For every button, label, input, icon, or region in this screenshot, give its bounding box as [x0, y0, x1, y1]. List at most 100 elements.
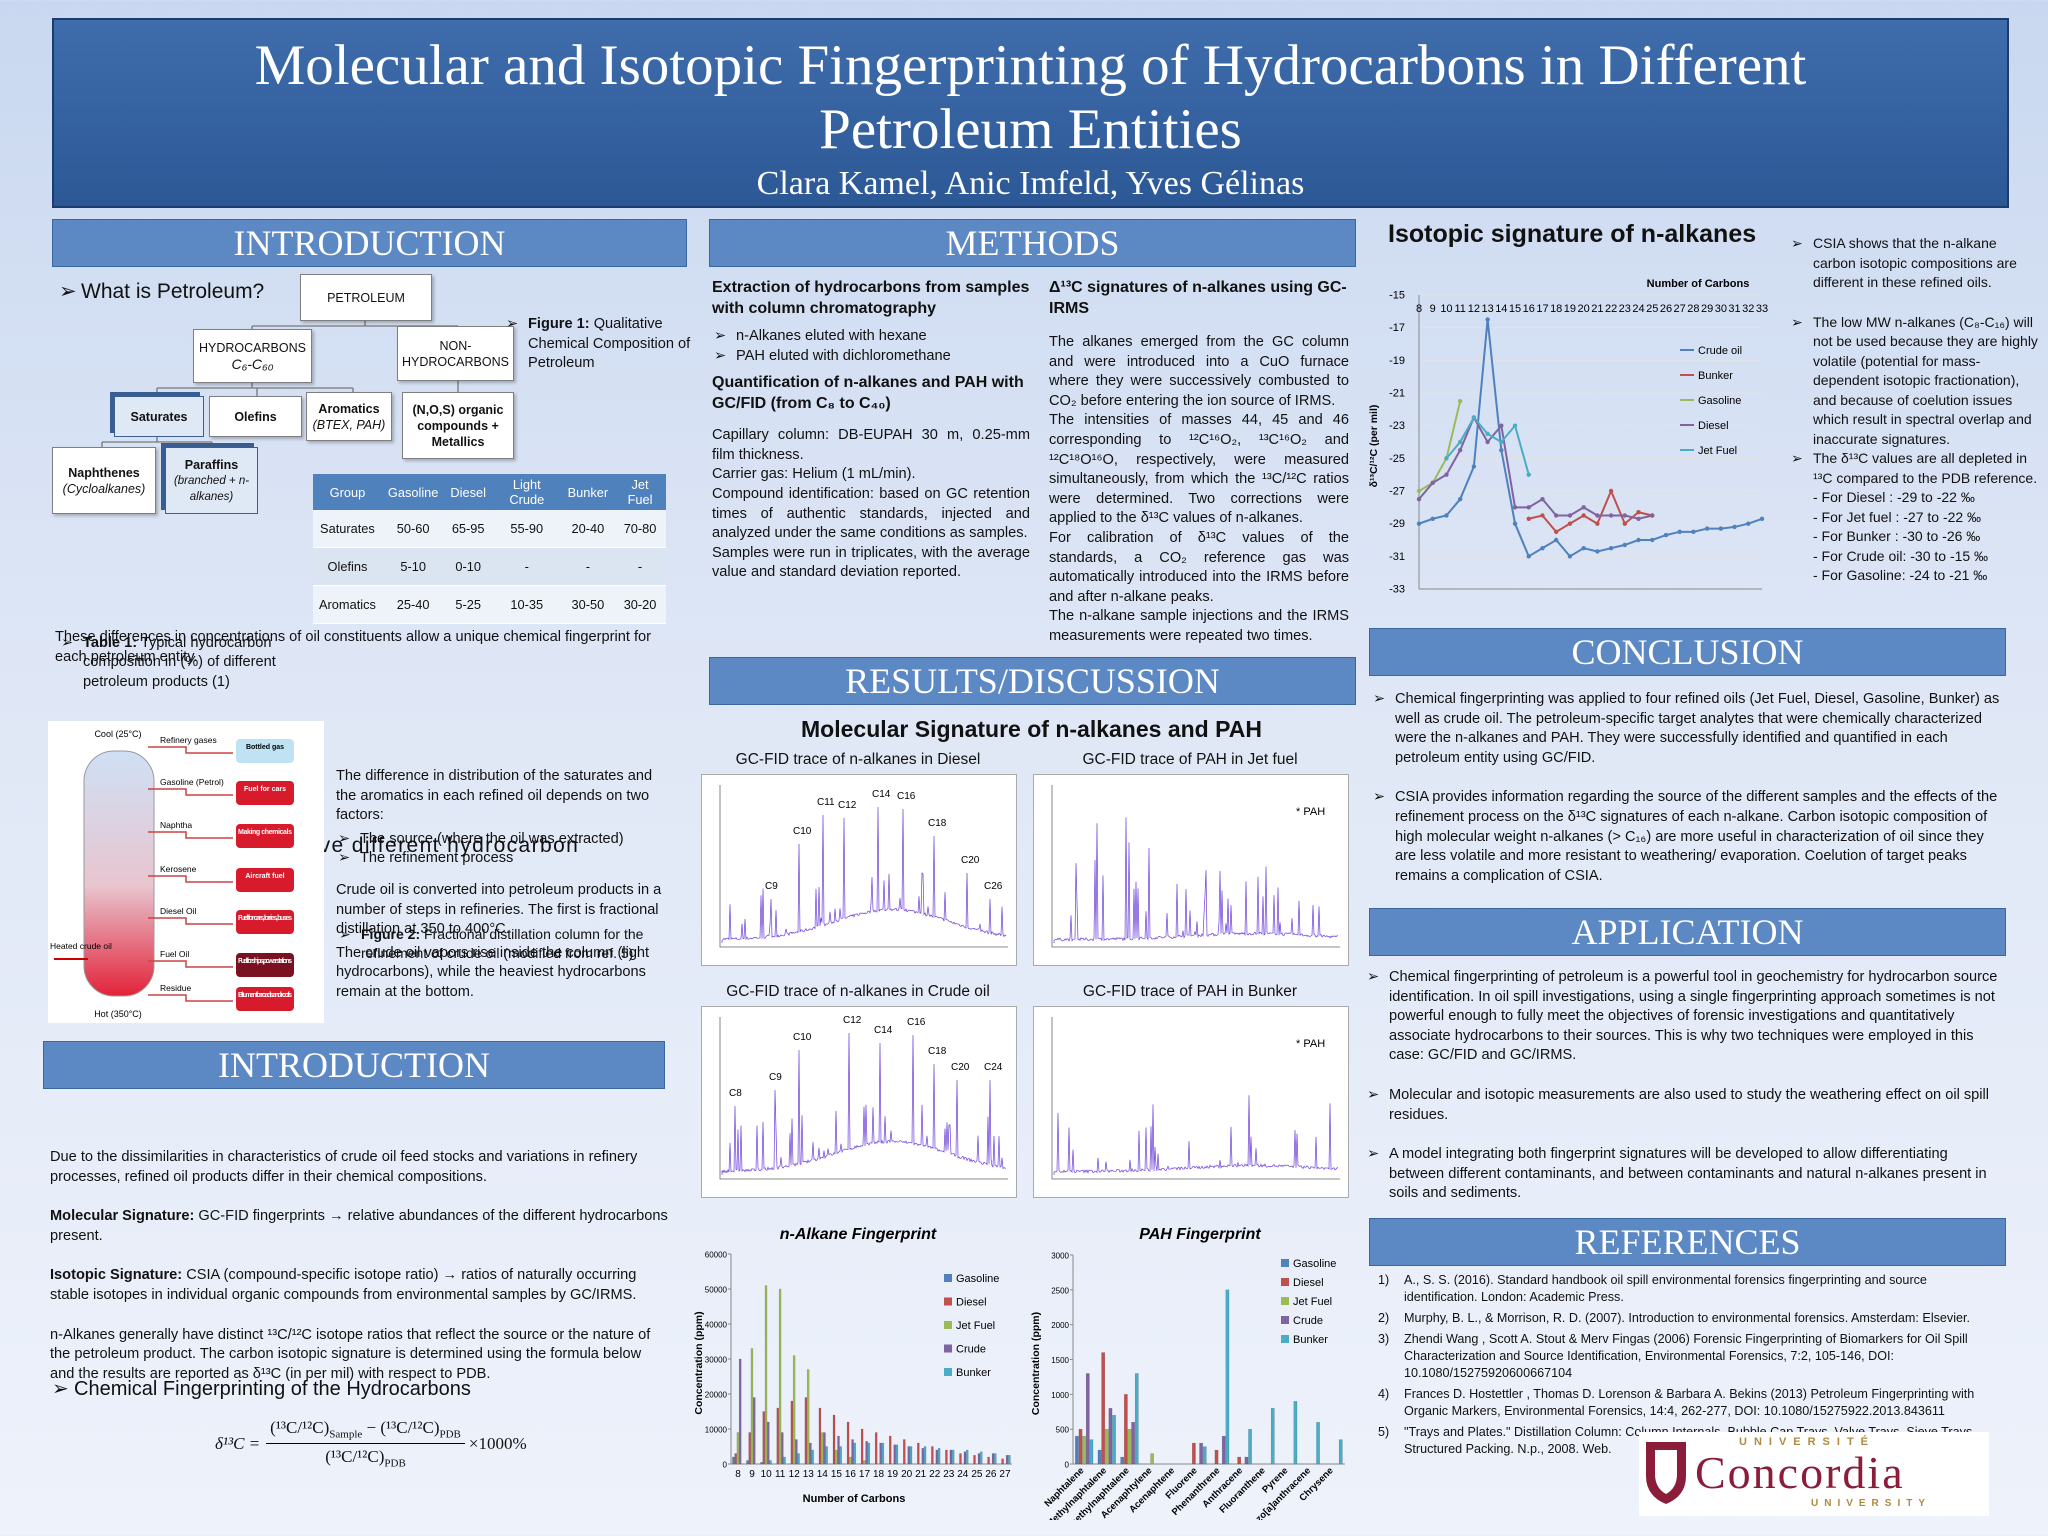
bar: [1225, 1289, 1230, 1465]
node-label: NON-HYDROCARBONS: [402, 338, 509, 369]
data-point: [1554, 513, 1559, 518]
reference-text: Frances D. Hostettler , Thomas D. Lorens…: [1404, 1387, 1975, 1418]
column-label: Hot (350°C): [94, 1009, 142, 1019]
bullet: A model integrating both fingerprint sig…: [1365, 1145, 2005, 1204]
data-point: [1512, 521, 1518, 526]
bar: [1104, 1428, 1109, 1465]
subscript: Sample: [329, 1428, 363, 1441]
bar: [903, 1439, 906, 1465]
y-tick-label: 1500: [1051, 1356, 1069, 1365]
trace-axes: [719, 785, 1008, 948]
bar: [1131, 1421, 1135, 1465]
bullet: The δ¹³C values are all depleted in ¹³C …: [1789, 449, 2039, 488]
bar: [1192, 1442, 1196, 1465]
trace-note: * PAH: [1296, 1038, 1325, 1050]
x-tick-label: 26: [985, 1469, 997, 1480]
use-label: Aircraft fuel: [245, 873, 284, 880]
legend-label: Gasoline: [1293, 1258, 1336, 1270]
legend-swatch: [1281, 1316, 1289, 1324]
peak-label: C14: [872, 789, 891, 800]
bar: [945, 1449, 948, 1465]
data-point: [1567, 521, 1573, 526]
bar: [746, 1460, 749, 1465]
tree-node: NON-HYDROCARBONS: [397, 326, 514, 381]
bar: [853, 1442, 857, 1465]
x-tick-label: 10: [1440, 303, 1452, 315]
paragraph: Samples were run in triplicates, with th…: [712, 544, 1030, 581]
legend-label: Diesel: [1293, 1277, 1324, 1289]
tray-pipe: [148, 994, 233, 1002]
section-header: INTRODUCTION: [43, 1041, 665, 1089]
column-header: Bunker: [561, 474, 615, 510]
trace-title: GC-FID trace of PAH in Bunker: [1082, 983, 1298, 1000]
bar: [823, 1432, 826, 1465]
trace-line: [1053, 817, 1339, 943]
legend-swatch: [944, 1274, 952, 1282]
trace-line: [721, 1032, 1007, 1175]
paragraph: For calibration of δ¹³C values of the st…: [1049, 529, 1349, 605]
x-tick-label: 25: [1646, 303, 1658, 315]
node-label: Paraffins: [184, 457, 239, 472]
logo-top: UNIVERSITÉ: [1739, 1436, 1876, 1448]
peak-label: C9: [765, 881, 778, 892]
table-cell: -: [491, 547, 562, 586]
bar: [1237, 1456, 1242, 1465]
data-point: [1732, 524, 1737, 530]
data-point: [1499, 447, 1504, 453]
data-point: [1540, 496, 1545, 502]
reference-number: 5): [1378, 1425, 1390, 1439]
bar: [750, 1348, 754, 1465]
bar: [959, 1453, 962, 1465]
text-block: CSIA shows that the n-alkane carbon isot…: [1789, 234, 2039, 586]
legend-label: Bunker: [1293, 1334, 1328, 1346]
bar: [987, 1456, 990, 1465]
y-tick-label: -23: [1389, 420, 1405, 432]
y-tick-label: -21: [1389, 388, 1405, 400]
bullet: CSIA provides information regarding the …: [1371, 788, 2006, 886]
bar: [1199, 1442, 1203, 1465]
section-header: REFERENCES: [1369, 1218, 2006, 1266]
data-point: [1416, 488, 1422, 494]
use-tag: [236, 781, 294, 805]
x-tick-label: 31: [1728, 303, 1740, 315]
data-point: [1650, 537, 1655, 543]
data-point: [1581, 545, 1586, 551]
use-tag: [236, 868, 294, 892]
data-point: [1499, 439, 1504, 445]
x-tick-label: 28: [1687, 303, 1699, 315]
bullet: PAH eluted with dichloromethane: [712, 347, 1030, 367]
reference-number: 1): [1378, 1273, 1390, 1287]
reference-text: Zhendi Wang , Scott A. Stout & Merv Fing…: [1404, 1332, 1968, 1380]
data-point: [1512, 423, 1518, 428]
bar: [1338, 1439, 1343, 1465]
data-point: [1636, 537, 1641, 543]
bar: [980, 1451, 983, 1465]
bar: [811, 1449, 814, 1465]
x-tick-label: 16: [845, 1469, 857, 1480]
trace-plot: * PAH: [1051, 1017, 1340, 1180]
bullet: CSIA shows that the n-alkane carbon isot…: [1789, 234, 2039, 293]
use-label: Bottled gas: [246, 744, 284, 751]
node-sub: (Cycloalkanes): [62, 481, 146, 496]
legend-label: Crude: [1293, 1315, 1323, 1327]
y-tick-label: 20000: [705, 1391, 728, 1400]
bar: [835, 1449, 838, 1465]
bar: [865, 1441, 868, 1465]
bar: [907, 1446, 910, 1465]
x-tick-label: 20: [901, 1469, 913, 1480]
use-tag: [236, 739, 294, 763]
x-tick-label: 26: [1660, 303, 1672, 315]
data-point: [1416, 496, 1422, 502]
data-point: [1608, 545, 1614, 551]
trace-plot: C8 C9 C10 C12 C14 C16 C18 C20 C24: [719, 1015, 1008, 1180]
operator: −: [366, 1418, 377, 1437]
series-line: [1418, 400, 1462, 492]
tree-node: Aromatics (BTEX, PAH): [306, 392, 392, 441]
bar: [963, 1451, 967, 1465]
bar: [851, 1439, 854, 1465]
bar: [1120, 1456, 1125, 1465]
numerator: (¹³C/¹²C)Sample − (¹³C/¹²C)PDB: [266, 1418, 465, 1445]
chart-title: Isotopic signature of n-alkanes: [1388, 220, 1757, 248]
text-block: Chemical fingerprinting was applied to f…: [1371, 690, 2006, 892]
y-tick-label: 40000: [705, 1321, 728, 1330]
